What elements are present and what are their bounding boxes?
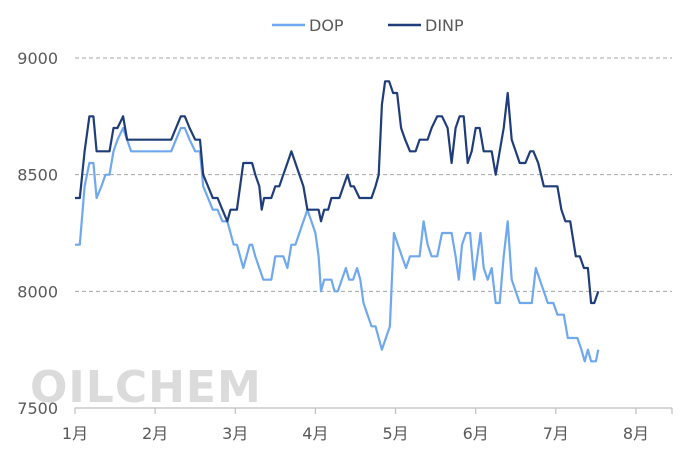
series-line-dop — [75, 126, 600, 363]
x-tick-label: 7月 — [543, 424, 569, 443]
y-tick-label: 8500 — [17, 166, 58, 185]
x-tick-label: 1月 — [62, 424, 88, 443]
watermark-layer: OILCHEM — [30, 362, 262, 413]
series-line-dinp — [75, 80, 600, 305]
axis-layer: 7500 8000 8500 9000 1月 2月 3月 4月 5月 6月 7月 8月 — [17, 49, 673, 443]
legend-label-dop: DOP — [309, 16, 344, 35]
y-tick-label: 7500 — [17, 399, 58, 418]
x-tick-label: 3月 — [222, 424, 248, 443]
x-tick-label: 5月 — [382, 424, 408, 443]
x-tick-label: 4月 — [302, 424, 328, 443]
series-layer — [75, 80, 600, 363]
y-tick-label: 8000 — [17, 282, 58, 301]
grid-layer — [75, 57, 672, 292]
legend: DOP DINP — [272, 16, 464, 35]
x-tick-label: 2月 — [142, 424, 168, 443]
x-tick-label: 8月 — [623, 424, 649, 443]
y-tick-label: 9000 — [17, 49, 58, 68]
watermark-text: OILCHEM — [30, 362, 262, 413]
x-tick-label: 6月 — [463, 424, 489, 443]
legend-label-dinp: DINP — [425, 16, 464, 35]
